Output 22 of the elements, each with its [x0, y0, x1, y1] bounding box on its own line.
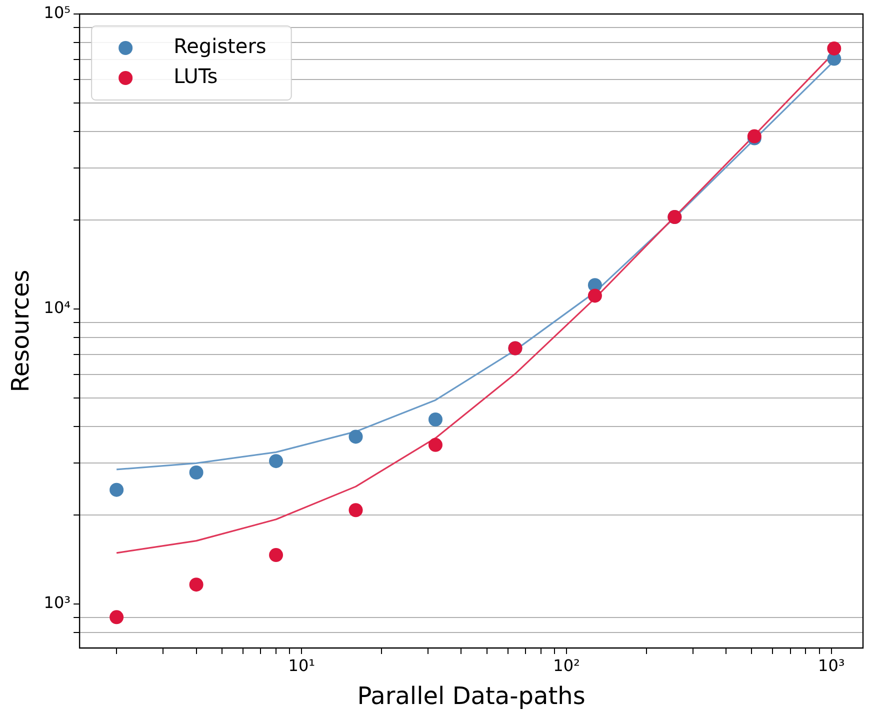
point [348, 503, 363, 518]
x-tick-label: 10¹ [288, 656, 316, 675]
point [428, 412, 442, 426]
y-tick-label: 10⁵ [44, 3, 71, 22]
point [348, 430, 363, 444]
point [110, 610, 124, 624]
point [428, 438, 442, 452]
point [189, 466, 204, 480]
point [269, 548, 284, 562]
point [110, 482, 124, 497]
y-axis-title: Resources [6, 270, 35, 392]
point [189, 578, 204, 592]
point [827, 41, 842, 56]
legend-label: Registers [174, 34, 266, 58]
point [588, 288, 602, 303]
legend-label: LUTs [174, 64, 218, 88]
x-tick-label: 10² [553, 656, 580, 675]
x-axis-title: Parallel Data-paths [357, 682, 586, 710]
point [269, 454, 284, 468]
y-tick-label: 10⁴ [44, 298, 71, 318]
x-tick-label: 10³ [818, 656, 845, 675]
y-tick-label: 10³ [44, 593, 71, 612]
